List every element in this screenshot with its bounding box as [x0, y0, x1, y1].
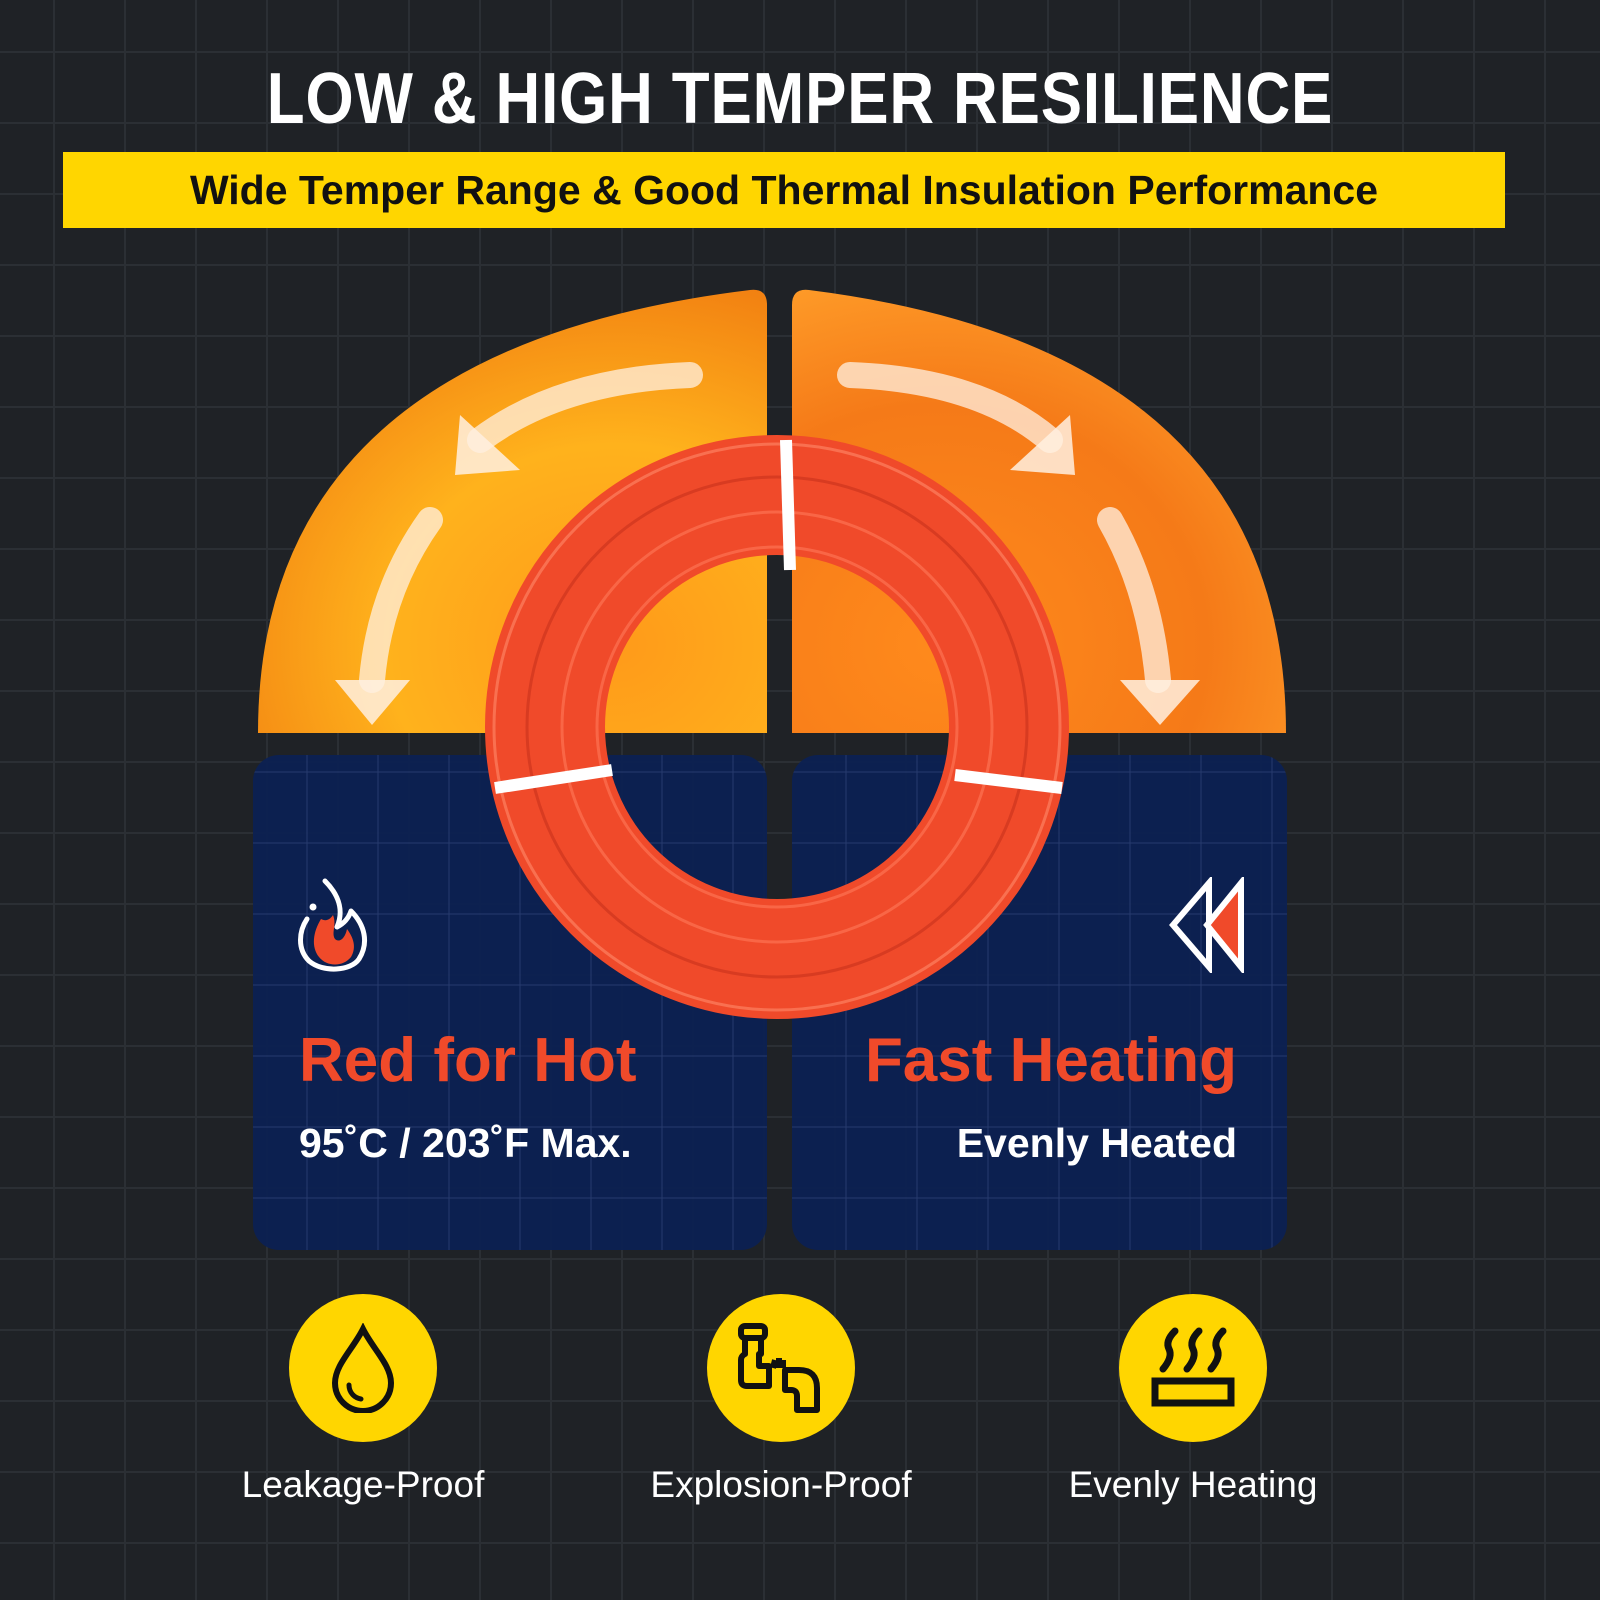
- page-title: LOW & HIGH TEMPER RESILIENCE: [266, 59, 1334, 139]
- panel-detail: Evenly Heated: [956, 1120, 1237, 1166]
- panel-detail: 95˚C / 203˚F Max.: [299, 1120, 632, 1166]
- feature-label: Explosion-Proof: [650, 1464, 912, 1505]
- arrow-icon: [359, 362, 1171, 693]
- water-drop-icon: [331, 1323, 395, 1413]
- feature-leakage-proof: Leakage-Proof: [213, 1294, 513, 1506]
- feature-label: Leakage-Proof: [241, 1464, 485, 1505]
- flame-icon: [298, 878, 368, 972]
- burst-pipe-icon: [738, 1323, 820, 1413]
- hose-coil: [485, 435, 1069, 1019]
- panel-heading: Fast Heating: [864, 1026, 1237, 1095]
- arrowhead-icon: [335, 415, 1200, 725]
- heat-waves-icon: [1151, 1327, 1235, 1407]
- subtitle-banner: Wide Temper Range & Good Thermal Insulat…: [63, 152, 1505, 228]
- feature-explosion-proof: Explosion-Proof: [631, 1294, 931, 1506]
- feature-label: Evenly Heating: [1068, 1464, 1318, 1505]
- feature-evenly-heating: Evenly Heating: [1043, 1294, 1343, 1506]
- subtitle: Wide Temper Range & Good Thermal Insulat…: [189, 166, 1379, 213]
- fast-forward-icon: [1169, 877, 1244, 973]
- panel-heading: Red for Hot: [299, 1026, 637, 1095]
